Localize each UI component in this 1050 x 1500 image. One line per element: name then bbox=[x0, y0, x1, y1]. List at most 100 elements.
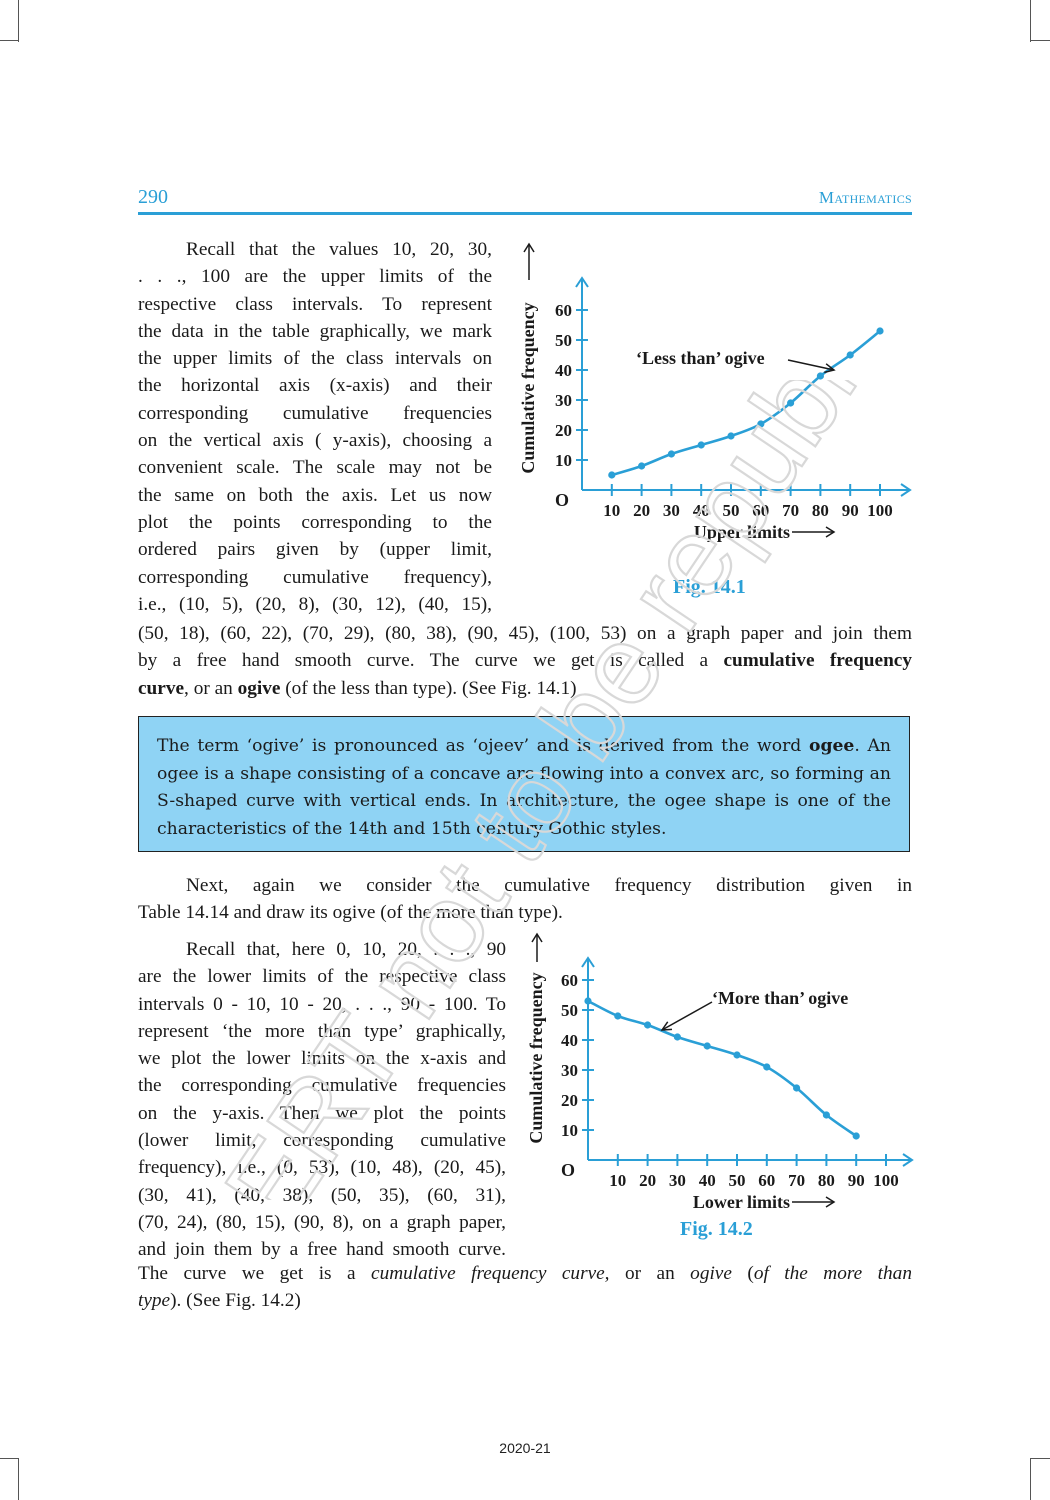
footer-year: 2020-21 bbox=[499, 1440, 551, 1456]
y-tick-label: 60 bbox=[561, 971, 578, 990]
data-point bbox=[876, 327, 884, 335]
data-point bbox=[763, 1063, 771, 1071]
x-tick-label: 70 bbox=[782, 501, 799, 520]
y-tick-label: 40 bbox=[555, 361, 572, 380]
text-line: Next, again we consider the cumulative f… bbox=[186, 875, 912, 896]
text-line: frequency), i.e., (0, 53), (10, 48), (20… bbox=[138, 1157, 506, 1179]
x-tick-label: 100 bbox=[873, 1171, 899, 1190]
x-tick-label: 50 bbox=[729, 1171, 746, 1190]
text-line: (lower limit, corresponding cumulative bbox=[138, 1130, 506, 1152]
ogive-note-box: The term ‘ogive’ is pronounced as ‘ojeev… bbox=[138, 716, 910, 852]
y-tick-label: 10 bbox=[561, 1121, 578, 1140]
x-tick-label: 30 bbox=[663, 501, 680, 520]
crop-mark bbox=[1031, 40, 1050, 41]
text-line: corresponding cumulative frequencies bbox=[138, 402, 492, 424]
y-tick-label: 20 bbox=[561, 1091, 578, 1110]
x-tick-label: 80 bbox=[818, 1171, 835, 1190]
data-point bbox=[733, 1051, 741, 1059]
paragraph-more-than-intro: Next, again we consider the cumulative f… bbox=[138, 872, 912, 927]
data-point bbox=[638, 462, 646, 470]
text-line: convenient scale. The scale may not be bbox=[138, 457, 492, 479]
text-line: i.e., (10, 5), (20, 8), (30, 12), (40, 1… bbox=[138, 593, 492, 615]
text-line: (30, 41), (40, 38), (50, 35), (60, 31), bbox=[138, 1184, 506, 1206]
x-label-arrowhead bbox=[825, 526, 836, 538]
ogive-annotation: ‘More than’ ogive bbox=[712, 988, 848, 1008]
origin-label: O bbox=[555, 490, 569, 510]
x-tick-label: 60 bbox=[752, 501, 769, 520]
text-line: ordered pairs given by (upper limit, bbox=[138, 539, 492, 561]
data-point bbox=[614, 1012, 622, 1020]
text-line: the corresponding cumulative frequencies bbox=[138, 1075, 506, 1097]
text-line: the upper limits of the class intervals … bbox=[138, 348, 492, 370]
y-tick-label: 60 bbox=[555, 301, 572, 320]
y-tick-label: 20 bbox=[555, 421, 572, 440]
data-point bbox=[697, 441, 705, 449]
x-tick-label: 40 bbox=[693, 501, 710, 520]
crop-mark bbox=[1030, 0, 1031, 42]
data-point bbox=[608, 471, 616, 479]
data-point bbox=[667, 450, 675, 458]
text-line: Recall that, here 0, 10, 20, . . ., 90 bbox=[186, 939, 506, 960]
x-tick-label: 20 bbox=[633, 501, 650, 520]
data-point bbox=[846, 351, 854, 359]
text-line: the same on both the axis. Let us now bbox=[138, 484, 492, 506]
x-tick-label: 50 bbox=[723, 501, 740, 520]
text-line: (70, 24), (80, 15), (90, 8), on a graph … bbox=[138, 1211, 506, 1233]
text-line: on the y-axis. Then we plot the points bbox=[138, 1102, 506, 1124]
annotation-arrowhead bbox=[660, 1021, 673, 1031]
y-tick-label: 50 bbox=[561, 1001, 578, 1020]
x-tick-label: 70 bbox=[788, 1171, 805, 1190]
y-axis-label: Cumulative frequency bbox=[526, 972, 546, 1143]
x-tick-label: 100 bbox=[867, 501, 893, 520]
x-tick-label: 60 bbox=[758, 1171, 775, 1190]
y-label-arrowhead bbox=[523, 242, 535, 253]
text-line: (50, 18), (60, 22), (70, 29), (80, 38), … bbox=[138, 623, 912, 644]
crop-mark bbox=[18, 0, 19, 42]
text-line: respective class intervals. To represent bbox=[138, 293, 492, 315]
data-point bbox=[673, 1033, 681, 1041]
x-axis-label: Upper limits bbox=[694, 522, 790, 542]
y-axis-arrow bbox=[575, 276, 589, 288]
x-tick-label: 10 bbox=[609, 1171, 626, 1190]
ogive-curve bbox=[611, 329, 881, 477]
data-point bbox=[584, 997, 592, 1005]
y-axis-arrow bbox=[581, 956, 595, 968]
crop-mark bbox=[1030, 1458, 1031, 1500]
y-tick-label: 10 bbox=[555, 451, 572, 470]
ogive-annotation: ‘Less than’ ogive bbox=[636, 348, 765, 368]
crop-mark bbox=[0, 1458, 18, 1459]
y-tick-label: 30 bbox=[555, 391, 572, 410]
data-point bbox=[727, 432, 735, 440]
x-axis-label: Lower limits bbox=[693, 1192, 790, 1210]
annotation-arrow bbox=[787, 359, 835, 371]
x-tick-label: 90 bbox=[848, 1171, 865, 1190]
crop-mark bbox=[0, 40, 18, 41]
crop-mark bbox=[18, 1458, 19, 1500]
more-than-ogive-chart: 10 20 30 40 50 60 70 80 90 100 10 20 30 40 50 60 O Cumula… bbox=[526, 932, 914, 1210]
text-line: the horizontal axis (x-axis) and their bbox=[138, 375, 492, 397]
data-point bbox=[852, 1132, 860, 1140]
text-line: the data in the table graphically, we ma… bbox=[138, 320, 492, 342]
data-point bbox=[703, 1042, 711, 1050]
data-point bbox=[787, 399, 795, 407]
ogive-curve bbox=[587, 999, 857, 1138]
x-tick-label: 80 bbox=[812, 501, 829, 520]
x-axis-arrow bbox=[900, 483, 912, 497]
text-line: by a free hand smooth curve. The curve w… bbox=[138, 650, 912, 672]
page-number: 290 bbox=[138, 186, 168, 208]
y-tick-label: 30 bbox=[561, 1061, 578, 1080]
text-line: and join them by a free hand smooth curv… bbox=[138, 1239, 506, 1261]
origin-label: O bbox=[561, 1160, 575, 1180]
text-line: are the lower limits of the respective c… bbox=[138, 966, 506, 988]
paragraph-less-than: Recall that the values 10, 20, 30, . . .,… bbox=[138, 236, 492, 618]
paragraph-less-than-cont: (50, 18), (60, 22), (70, 29), (80, 38), … bbox=[138, 620, 912, 702]
text-line: curve, or an ogive (of the less than typ… bbox=[138, 677, 577, 699]
figure-caption: Fig. 14.2 bbox=[680, 1218, 753, 1240]
header-rule bbox=[138, 212, 912, 215]
paragraph-more-than: Recall that, here 0, 10, 20, . . ., 90 ar… bbox=[138, 936, 506, 1264]
x-tick-label: 30 bbox=[669, 1171, 686, 1190]
text-line: . . ., 100 are the upper limits of the bbox=[138, 266, 492, 288]
y-tick-label: 50 bbox=[555, 331, 572, 350]
text-line: intervals 0 - 10, 10 - 20, . . ., 90 - 1… bbox=[138, 993, 506, 1015]
y-axis-label: Cumulative frequency bbox=[518, 302, 538, 473]
